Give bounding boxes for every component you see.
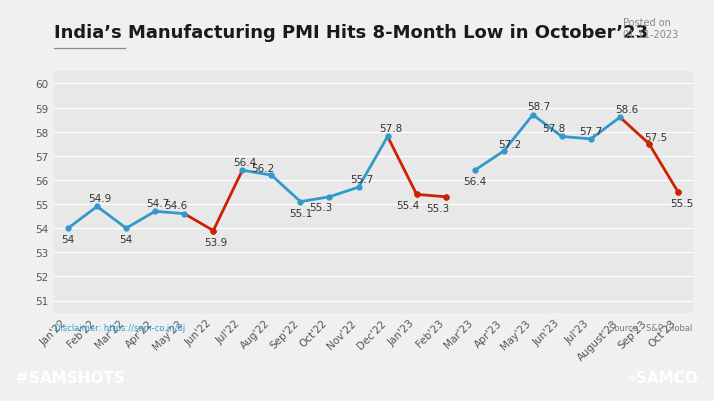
Text: 55.3: 55.3 (310, 202, 333, 212)
Text: 57.8: 57.8 (378, 124, 402, 134)
Text: 58.6: 58.6 (615, 105, 638, 115)
Text: 56.4: 56.4 (233, 158, 257, 168)
Text: 57.5: 57.5 (644, 132, 668, 142)
Text: 53.9: 53.9 (204, 237, 228, 247)
Text: 55.1: 55.1 (289, 208, 312, 218)
Text: 54.7: 54.7 (146, 198, 170, 209)
Text: »SAMCO: »SAMCO (627, 371, 698, 385)
Text: 55.4: 55.4 (397, 201, 420, 211)
Text: 55.7: 55.7 (350, 174, 373, 184)
Text: 57.7: 57.7 (579, 126, 603, 136)
Text: 54.9: 54.9 (89, 194, 111, 204)
Text: 54.6: 54.6 (164, 201, 188, 211)
Text: 55.3: 55.3 (426, 203, 449, 213)
Text: 56.2: 56.2 (251, 164, 275, 174)
Text: 57.2: 57.2 (498, 140, 521, 150)
Text: 01-11-2023: 01-11-2023 (623, 30, 679, 40)
Text: 58.7: 58.7 (527, 102, 550, 112)
Text: #SAMSHOTS: #SAMSHOTS (16, 371, 124, 385)
Text: 56.4: 56.4 (463, 177, 486, 187)
Text: 54: 54 (61, 235, 75, 245)
Text: 54: 54 (119, 235, 133, 245)
Text: 57.8: 57.8 (542, 124, 565, 134)
Text: Source:  S&P Global: Source: S&P Global (609, 323, 693, 332)
Text: Posted on: Posted on (623, 18, 670, 28)
Text: 55.5: 55.5 (670, 198, 694, 209)
Text: India’s Manufacturing PMI Hits 8-Month Low in October’23: India’s Manufacturing PMI Hits 8-Month L… (54, 24, 648, 42)
Text: Disclaimer: https://sam-co.in/8j: Disclaimer: https://sam-co.in/8j (54, 323, 185, 332)
